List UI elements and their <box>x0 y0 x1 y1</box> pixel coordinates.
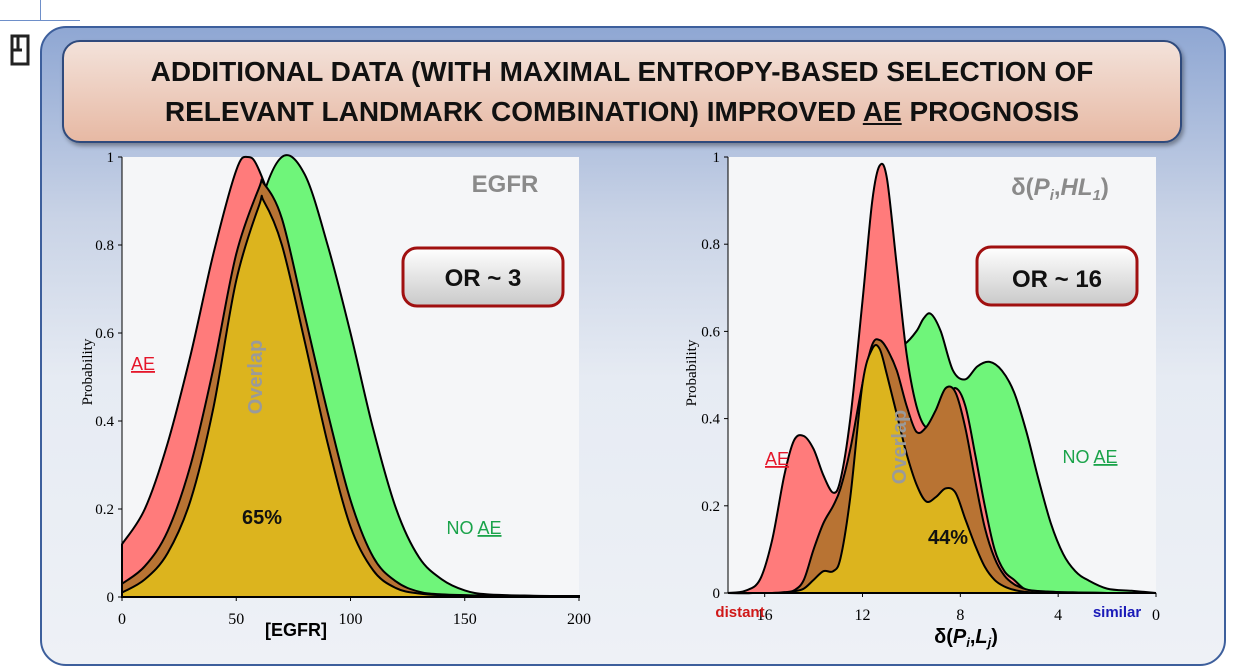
x-tick-label: 100 <box>339 611 363 628</box>
delta-title-sep: , <box>1054 174 1061 201</box>
egfr-ae-label: AE <box>131 354 155 374</box>
egfr-overlap-label: Overlap <box>245 340 267 414</box>
delta-xlabel: δ(Pi,Lj) <box>934 626 998 650</box>
egfr-y-ticks: 0 0.2 0.4 0.6 0.8 1 <box>95 150 122 606</box>
delta-overlap-label: Overlap <box>889 410 911 484</box>
x-tick-label: 0 <box>118 611 126 628</box>
delta-no-ae-label: NO AE <box>1062 447 1117 467</box>
delta-xlabel-sep: , <box>970 626 976 648</box>
egfr-title: EGFR <box>472 171 539 198</box>
logo-icon <box>10 34 30 66</box>
delta-y-ticks: 0 0.2 0.4 0.6 0.8 1 <box>701 150 728 602</box>
y-tick-label: 1 <box>713 150 721 166</box>
y-tick-label: 0 <box>713 586 721 602</box>
delta-title-prefix: δ( <box>1011 174 1034 201</box>
delta-or-text: OR ~ 16 <box>1012 266 1102 293</box>
x-tick-label: 200 <box>567 611 591 628</box>
egfr-overlap-percent: 65% <box>242 507 282 529</box>
delta-title-i: i <box>1050 187 1055 204</box>
egfr-areas <box>121 154 580 598</box>
delta-or-box <box>975 245 1139 307</box>
delta-no-prefix: NO <box>1062 447 1093 467</box>
x-tick-label: 8 <box>956 607 964 624</box>
y-tick-label: 0.8 <box>95 238 114 254</box>
slide-title: ADDITIONAL DATA (WITH MAXIMAL ENTROPY-BA… <box>62 40 1182 143</box>
delta-ylabel: Probability <box>684 339 700 406</box>
x-tick-label: 4 <box>1054 607 1062 624</box>
x-tick-label: 16 <box>757 607 773 624</box>
egfr-no-prefix: NO <box>446 518 477 538</box>
chart-delta: 00.20.40.60.81 16 12 8 4 0 δ(Pi,HL1) Probabi… <box>684 150 1160 650</box>
guide-line-horizontal <box>0 20 80 21</box>
series-area-overlap-inner <box>121 194 580 598</box>
egfr-xlabel: [EGFR] <box>265 620 327 640</box>
delta-xlabel-suffix: ) <box>991 626 998 648</box>
y-tick-label: 0.4 <box>95 414 114 430</box>
x-tick-label: 50 <box>228 611 244 628</box>
egfr-no-ae: AE <box>478 518 502 538</box>
delta-similar-label: similar <box>1093 604 1142 621</box>
y-tick-label: 0.6 <box>95 326 114 342</box>
delta-xlabel-prefix: δ( <box>934 626 953 648</box>
chart-egfr: 0 0.2 0.4 0.6 0.8 1 0 50 100 150 200 EGFR Probabi… <box>80 150 591 640</box>
delta-xlabel-i: i <box>966 635 970 650</box>
delta-title-suffix: ) <box>1101 174 1109 201</box>
y-tick-label: 0.8 <box>701 237 720 253</box>
delta-overlap-percent: 44% <box>928 527 968 549</box>
delta-ae-label: AE <box>765 449 789 469</box>
series-area-overlap-outer <box>728 338 1156 595</box>
y-tick-label: 0.2 <box>95 502 114 518</box>
x-tick-label: 12 <box>855 607 871 624</box>
delta-x-ticks: 16 12 8 4 0 <box>757 593 1160 624</box>
egfr-x-ticks: 0 50 100 150 200 <box>118 597 591 628</box>
egfr-or-text: OR ~ 3 <box>445 265 522 292</box>
y-tick-label: 1 <box>107 150 115 166</box>
egfr-no-ae-label: NO AE <box>446 518 501 538</box>
delta-distant-label: distant <box>715 604 764 621</box>
delta-areas <box>727 162 1157 595</box>
delta-xlabel-j: j <box>986 635 992 650</box>
delta-no-ae: AE <box>1094 447 1118 467</box>
delta-title-1: 1 <box>1093 187 1101 204</box>
delta-xlabel-l: L <box>975 626 987 648</box>
delta-title-hl: HL <box>1061 174 1093 201</box>
title-line-2-prefix: RELEVANT LANDMARK COMBINATION) IMPROVED <box>164 95 863 127</box>
x-tick-label: 0 <box>1152 607 1160 624</box>
x-tick-label: 150 <box>453 611 477 628</box>
title-line-2: RELEVANT LANDMARK COMBINATION) IMPROVED … <box>165 92 1079 132</box>
series-area-overlap-inner <box>728 344 1156 595</box>
guide-line-vertical <box>40 0 41 20</box>
y-tick-label: 0.6 <box>701 324 720 340</box>
y-tick-label: 0.2 <box>701 499 720 515</box>
delta-xlabel-p: P <box>953 626 967 648</box>
y-tick-label: 0.4 <box>701 412 720 428</box>
delta-title-p: P <box>1034 174 1051 201</box>
title-line-2-ae: AE <box>862 95 902 127</box>
title-line-2-suffix: PROGNOSIS <box>901 95 1080 127</box>
egfr-or-box <box>401 246 565 308</box>
y-tick-label: 0 <box>107 590 115 606</box>
egfr-ylabel: Probability <box>80 338 96 405</box>
delta-title: δ(Pi,HL1) <box>1011 174 1109 204</box>
title-line-1: ADDITIONAL DATA (WITH MAXIMAL ENTROPY-BA… <box>150 55 1094 87</box>
